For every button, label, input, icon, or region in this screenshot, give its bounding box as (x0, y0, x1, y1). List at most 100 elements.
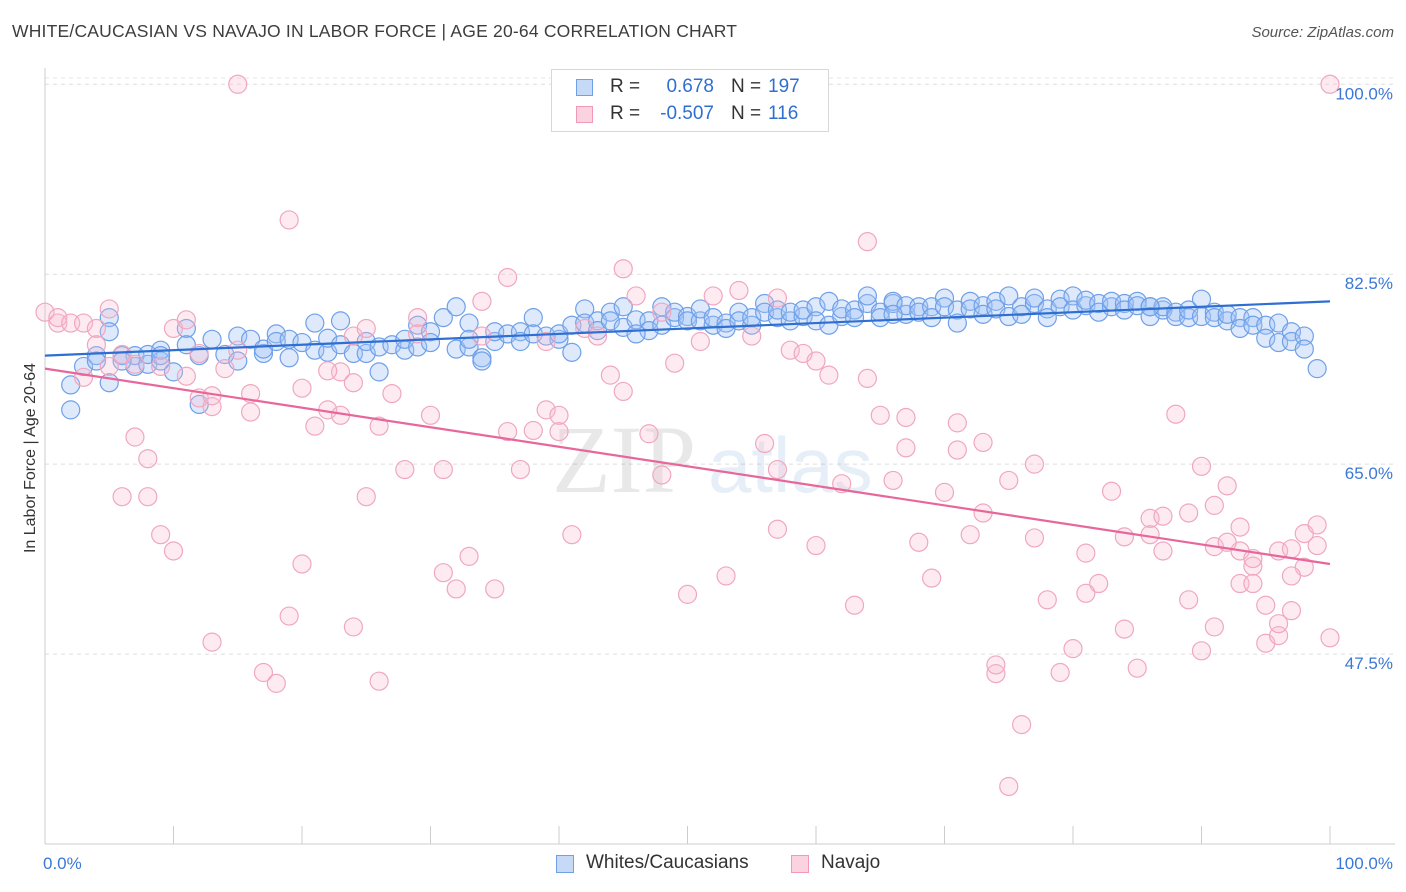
data-point (665, 353, 685, 373)
data-point (408, 308, 428, 328)
data-point (369, 671, 389, 691)
data-point (1024, 454, 1045, 474)
data-point (1191, 289, 1212, 309)
data-point (86, 335, 107, 355)
data-point (973, 304, 993, 324)
data-point (1153, 506, 1173, 526)
data-point (896, 407, 916, 428)
data-point (806, 351, 826, 371)
watermark: ZIP atlas (552, 406, 873, 513)
data-point (793, 306, 813, 327)
series-navajo (35, 74, 1340, 797)
data-point (754, 433, 775, 454)
legend-swatch-navajo (576, 106, 593, 123)
data-point (1256, 595, 1276, 615)
data-point (536, 331, 556, 352)
data-point (1179, 590, 1199, 610)
chart-title: WHITE/CAUCASIAN VS NAVAJO IN LABOR FORCE… (12, 21, 738, 41)
data-point (433, 563, 453, 583)
data-point (99, 299, 119, 319)
data-point (202, 632, 222, 652)
data-point (613, 381, 633, 402)
data-point (1294, 339, 1314, 359)
data-point (163, 541, 184, 561)
legend-r-label: R = (610, 103, 641, 124)
data-point (523, 420, 543, 441)
watermark-atlas: atlas (708, 421, 873, 509)
data-point (1101, 481, 1122, 501)
data-point (1166, 404, 1186, 424)
data-point (1024, 288, 1045, 308)
data-point (48, 308, 68, 328)
data-point (549, 421, 569, 442)
data-point (587, 326, 608, 346)
data-point (241, 402, 261, 422)
data-point (472, 291, 492, 311)
data-point (960, 525, 980, 545)
gridlines (45, 77, 1395, 655)
data-point (1204, 617, 1224, 637)
data-point (806, 311, 826, 331)
data-point (896, 438, 916, 458)
data-point (857, 232, 878, 252)
data-point (909, 302, 929, 322)
data-point (510, 459, 531, 480)
trend-line-navajo (44, 367, 1331, 566)
data-point (292, 378, 312, 398)
data-point (986, 655, 1006, 675)
legend-swatch-whites (576, 79, 593, 96)
data-point (1140, 297, 1160, 317)
data-point (1153, 541, 1173, 561)
data-point (86, 351, 107, 371)
data-point (1024, 293, 1045, 314)
data-point (844, 595, 865, 615)
data-point (356, 318, 376, 339)
data-point (1320, 628, 1340, 648)
data-point (934, 482, 955, 502)
data-point (1063, 286, 1083, 306)
data-point (241, 329, 261, 349)
data-point (1114, 619, 1135, 639)
data-point (960, 291, 980, 311)
data-point (1243, 573, 1263, 594)
data-point (947, 313, 967, 333)
legend-swatch-whites (556, 855, 574, 873)
data-point (292, 554, 312, 574)
data-point (999, 470, 1019, 491)
legend-r-value: -0.507 (660, 103, 714, 124)
data-point (1281, 322, 1302, 342)
data-point (1076, 583, 1096, 603)
data-point (549, 405, 569, 425)
data-point (86, 318, 107, 339)
y-axis-title: In Labor Force | Age 20-64 (22, 363, 39, 553)
data-point (138, 487, 158, 507)
data-point (883, 470, 903, 491)
data-point (1063, 300, 1083, 320)
data-point (742, 326, 762, 346)
correlation-legend: R = 0.678 N = 197 R = -0.507 N = 116 (551, 69, 829, 132)
data-point (266, 324, 286, 344)
data-point (626, 286, 646, 306)
data-point (395, 459, 415, 480)
y-tick-label: 82.5% (1345, 274, 1393, 293)
data-point (1307, 359, 1327, 379)
data-point (433, 459, 453, 480)
data-point (729, 280, 749, 301)
data-point (253, 343, 274, 364)
data-point (1281, 566, 1302, 586)
data-point (947, 440, 967, 460)
data-point (99, 356, 119, 377)
data-point (1281, 539, 1302, 559)
source-credit: Source: ZipAtlas.com (1251, 24, 1394, 41)
data-point (844, 308, 865, 328)
legend-swatch-navajo (791, 855, 809, 873)
data-point (408, 324, 428, 344)
x-tick-labels: 0.0% 100.0% (43, 854, 1393, 873)
data-point (999, 776, 1019, 797)
data-point (318, 361, 338, 381)
data-point (446, 579, 466, 599)
data-point (266, 673, 286, 693)
data-point (343, 373, 363, 393)
data-point (883, 291, 903, 311)
data-point (1256, 328, 1276, 348)
